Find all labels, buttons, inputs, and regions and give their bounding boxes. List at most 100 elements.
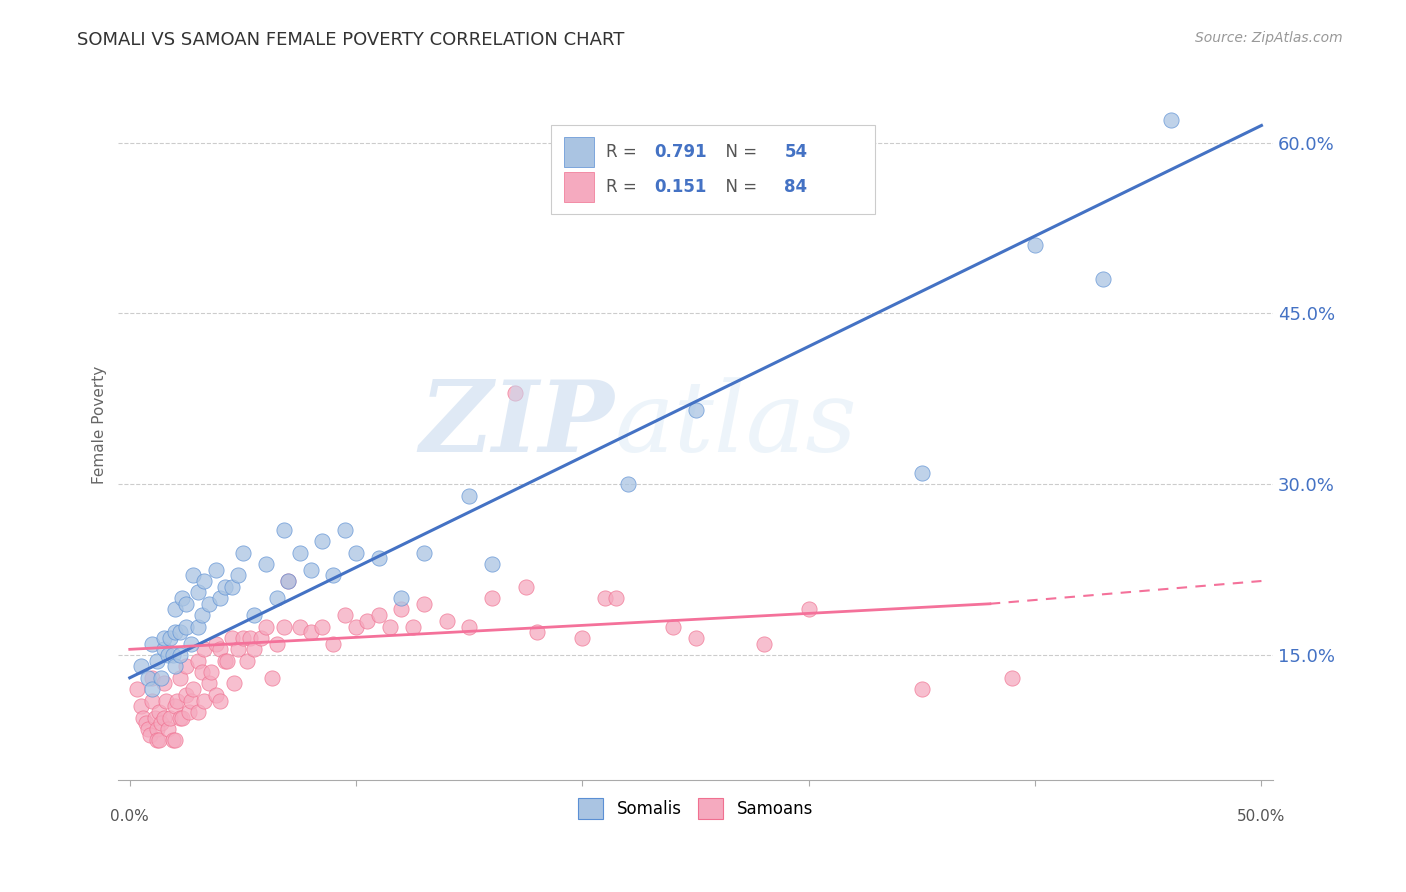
Point	[181, 568, 204, 582]
Point	[367, 608, 389, 623]
Point	[146, 722, 169, 736]
Point	[141, 682, 163, 697]
Point	[389, 602, 412, 616]
Text: Source: ZipAtlas.com: Source: ZipAtlas.com	[1195, 31, 1343, 45]
Point	[344, 619, 367, 633]
Point	[458, 619, 481, 633]
Point	[911, 466, 934, 480]
Point	[273, 523, 295, 537]
Point	[254, 619, 277, 633]
Point	[193, 693, 215, 707]
Text: 84: 84	[785, 178, 807, 196]
Point	[180, 693, 202, 707]
Point	[129, 659, 152, 673]
Point	[148, 733, 170, 747]
Point	[254, 557, 277, 571]
Point	[129, 699, 152, 714]
Point	[163, 625, 186, 640]
Point	[139, 728, 162, 742]
Text: R =: R =	[606, 178, 641, 196]
Point	[288, 545, 311, 559]
Text: 0.151: 0.151	[654, 178, 706, 196]
Point	[148, 705, 170, 719]
Point	[135, 716, 157, 731]
Point	[141, 671, 163, 685]
Point	[176, 619, 198, 633]
Point	[481, 591, 503, 605]
Point	[157, 722, 180, 736]
Text: R =: R =	[606, 143, 641, 161]
Point	[125, 682, 148, 697]
Point	[181, 682, 204, 697]
Point	[322, 568, 344, 582]
Point	[311, 534, 333, 549]
Point	[344, 545, 367, 559]
Point	[209, 693, 232, 707]
Point	[132, 711, 155, 725]
Point	[413, 545, 436, 559]
Point	[243, 608, 266, 623]
Point	[515, 580, 537, 594]
Point	[150, 716, 173, 731]
Point	[662, 619, 685, 633]
Point	[163, 659, 186, 673]
Point	[402, 619, 425, 633]
FancyBboxPatch shape	[551, 126, 875, 214]
Point	[616, 477, 638, 491]
Point	[204, 637, 226, 651]
Point	[152, 676, 174, 690]
Point	[163, 733, 186, 747]
Point	[163, 699, 186, 714]
Point	[1001, 671, 1024, 685]
Text: 0.0%: 0.0%	[111, 809, 149, 824]
Point	[911, 682, 934, 697]
Point	[389, 591, 412, 605]
Text: SOMALI VS SAMOAN FEMALE POVERTY CORRELATION CHART: SOMALI VS SAMOAN FEMALE POVERTY CORRELAT…	[77, 31, 624, 49]
Point	[752, 637, 775, 651]
Point	[191, 608, 214, 623]
Point	[157, 648, 180, 662]
Point	[136, 722, 159, 736]
Point	[177, 705, 200, 719]
Point	[593, 591, 616, 605]
Point	[288, 619, 311, 633]
Point	[232, 545, 254, 559]
Point	[170, 711, 193, 725]
Text: N =: N =	[716, 178, 762, 196]
Point	[266, 637, 288, 651]
Point	[322, 637, 344, 651]
Point	[228, 568, 250, 582]
Point	[217, 654, 239, 668]
Point	[146, 654, 169, 668]
Point	[204, 563, 226, 577]
Point	[150, 671, 173, 685]
Point	[356, 614, 378, 628]
Point	[162, 733, 184, 747]
Point	[176, 688, 198, 702]
Point	[180, 637, 202, 651]
Point	[333, 608, 356, 623]
Point	[193, 574, 215, 588]
Point	[143, 711, 166, 725]
Point	[526, 625, 548, 640]
Point	[236, 654, 259, 668]
Point	[277, 574, 299, 588]
Point	[152, 642, 174, 657]
Point	[163, 602, 186, 616]
Point	[299, 625, 322, 640]
Point	[333, 523, 356, 537]
Point	[198, 597, 221, 611]
Point	[187, 654, 209, 668]
Point	[162, 648, 184, 662]
Point	[367, 551, 389, 566]
Point	[159, 711, 181, 725]
Point	[250, 631, 273, 645]
Point	[159, 631, 181, 645]
Point	[191, 665, 214, 679]
Point	[146, 733, 169, 747]
Point	[266, 591, 288, 605]
Text: 54: 54	[785, 143, 807, 161]
Text: ZIP: ZIP	[420, 376, 614, 473]
Point	[1160, 112, 1182, 127]
Point	[176, 597, 198, 611]
